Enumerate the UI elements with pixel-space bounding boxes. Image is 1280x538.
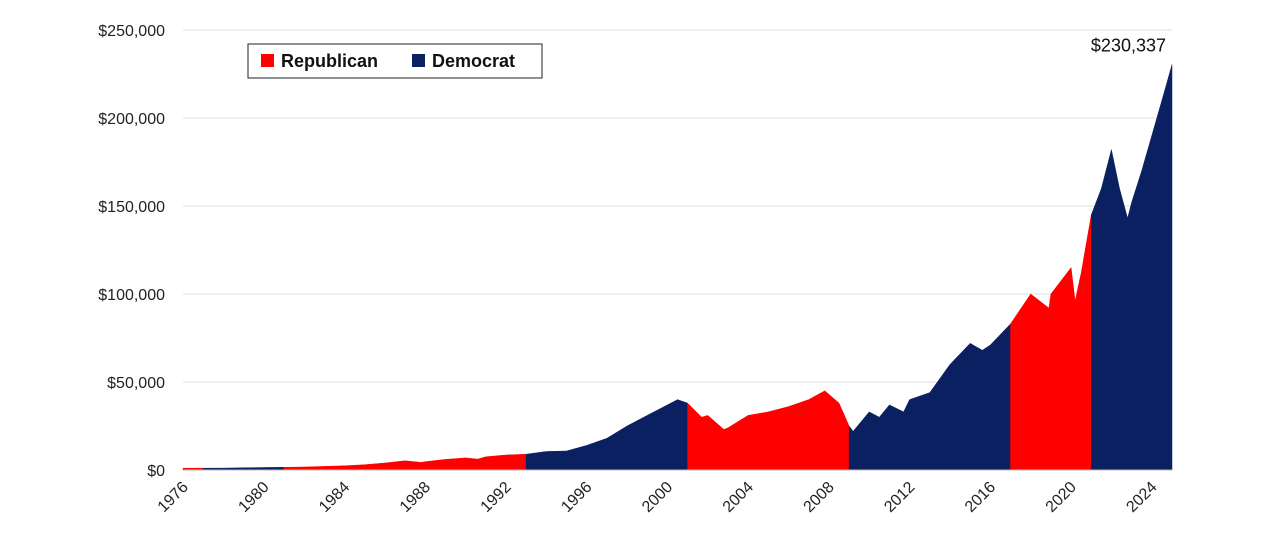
area-segment-republican: [1010, 214, 1092, 471]
area-segment-republican: [687, 390, 850, 471]
legend-label-republican: Republican: [281, 51, 378, 71]
y-axis: $0 $50,000 $100,000 $150,000 $200,000 $250,00…: [98, 23, 165, 480]
x-tick-label: 1980: [235, 479, 272, 516]
x-tick-label: 2004: [720, 479, 757, 516]
x-tick-label: 1988: [397, 479, 434, 516]
legend-box: [247, 43, 543, 79]
area-segment-republican: [283, 453, 527, 471]
annotation-layer: $230,337: [1091, 36, 1166, 56]
x-tick-label: 1976: [155, 479, 192, 516]
y-tick-label: $150,000: [98, 199, 165, 216]
x-tick-label: 2024: [1123, 479, 1160, 516]
y-tick-label: $200,000: [98, 111, 165, 128]
x-tick-label: 2012: [881, 479, 918, 516]
legend: Republican Democrat: [247, 43, 543, 79]
area-segment-democrat: [525, 399, 688, 471]
x-tick-label: 1996: [558, 479, 595, 516]
area-segment-democrat: [848, 323, 1011, 471]
x-axis: 1976 1980 1984 1988 1992 1996 2000 2004 2008 2012…: [155, 469, 1172, 516]
legend-swatch-republican: [261, 54, 274, 67]
y-tick-label: $0: [147, 463, 165, 480]
x-tick-label: 1984: [316, 479, 353, 516]
legend-swatch-democrat: [412, 54, 425, 67]
x-tick-label: 2008: [801, 479, 838, 516]
x-tick-label: 1992: [478, 479, 515, 516]
y-tick-label: $50,000: [107, 375, 165, 392]
last-value-label: $230,337: [1091, 36, 1166, 56]
x-tick-label: 2016: [962, 479, 999, 516]
x-tick-label: 2000: [639, 479, 676, 516]
y-tick-label: $100,000: [98, 287, 165, 304]
y-tick-label: $250,000: [98, 23, 165, 40]
area-segment-democrat: [1091, 64, 1173, 471]
x-tick-label: 2020: [1043, 479, 1080, 516]
legend-label-democrat: Democrat: [432, 51, 515, 71]
area-layer: [182, 64, 1173, 471]
